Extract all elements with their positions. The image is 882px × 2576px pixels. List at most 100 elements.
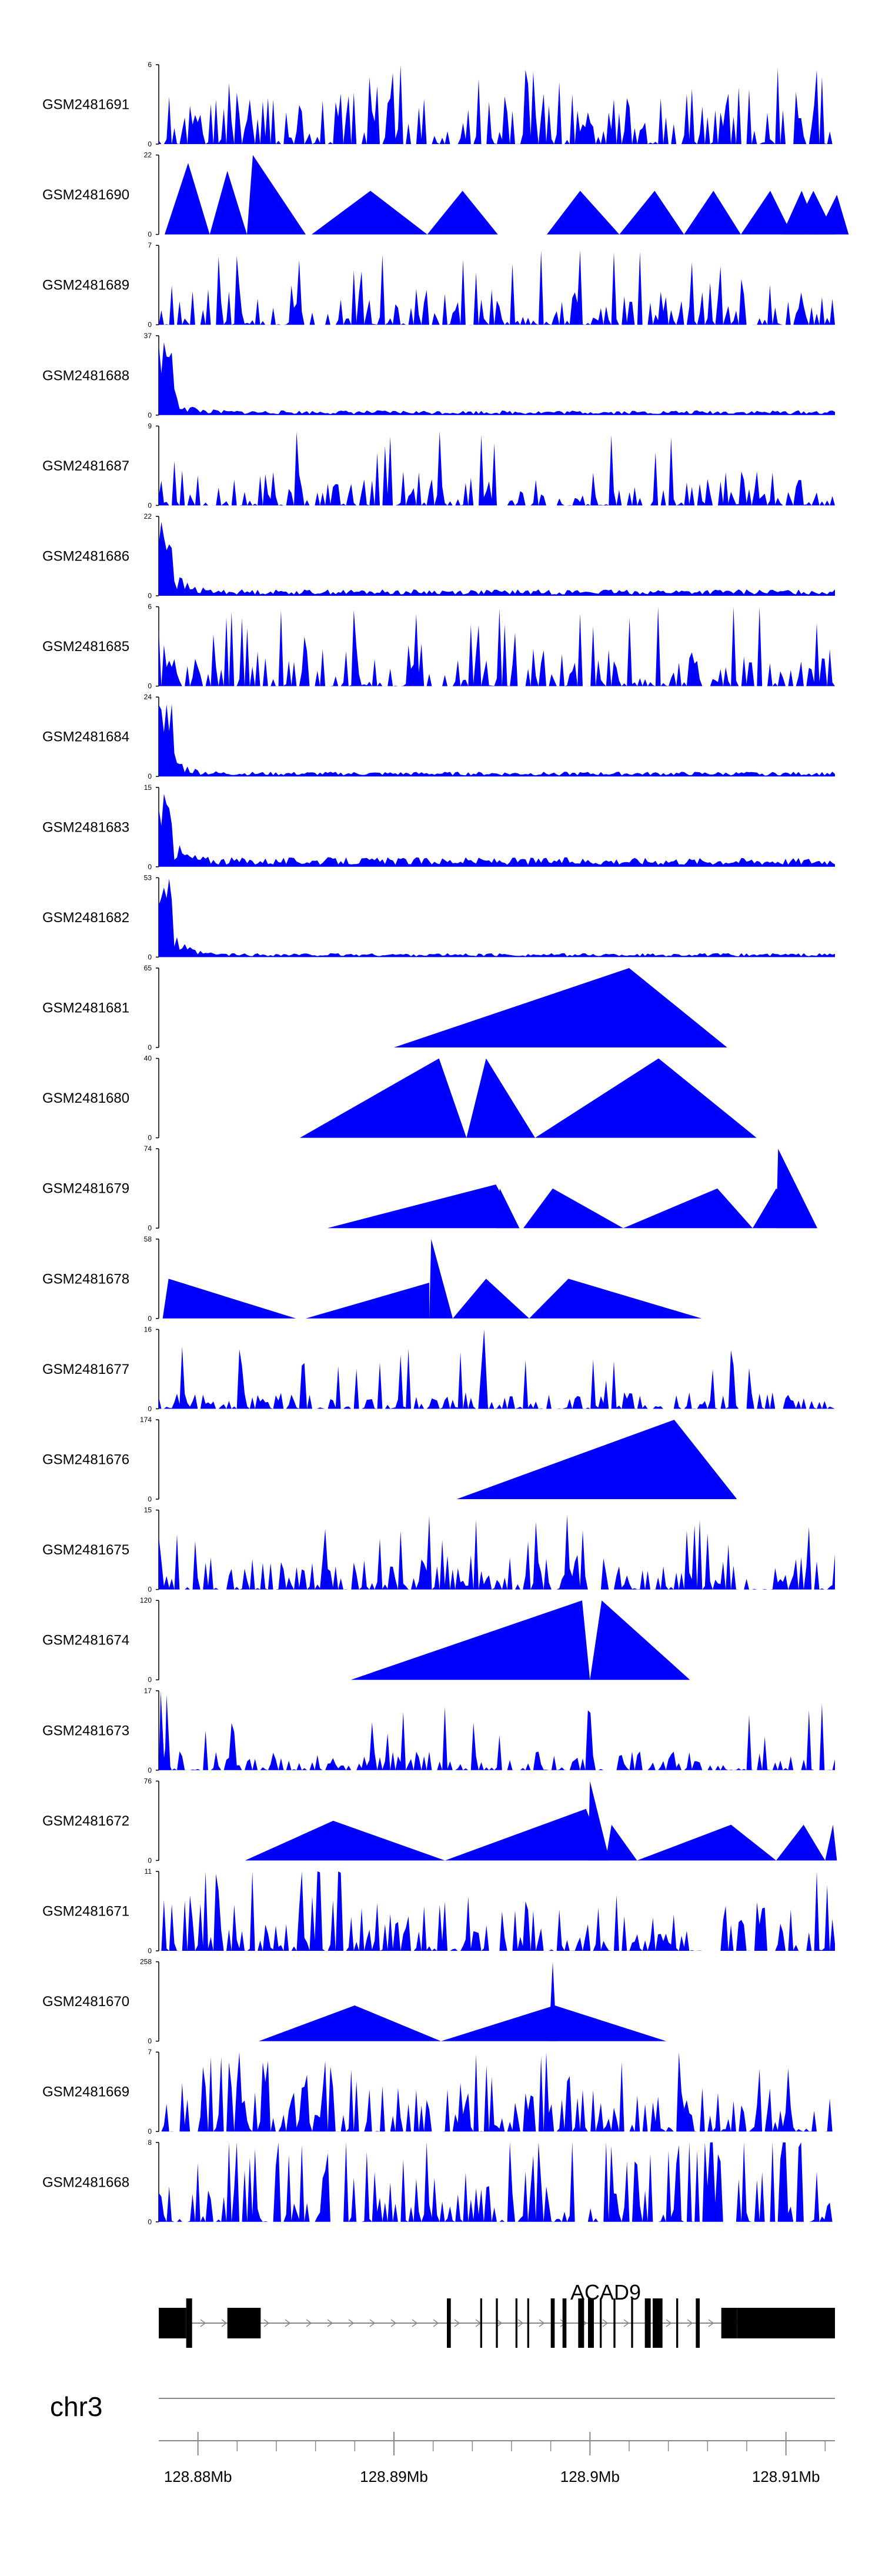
strand-arrow bbox=[539, 2319, 545, 2327]
exon bbox=[696, 2298, 700, 2348]
strand-arrow bbox=[496, 2319, 503, 2327]
coverage-peak bbox=[782, 191, 820, 235]
coverage-peak bbox=[429, 1239, 453, 1319]
coverage-peak bbox=[590, 1600, 690, 1680]
axis-tick-label: 128.88Mb bbox=[164, 2468, 232, 2485]
y-zero-label: 0 bbox=[148, 501, 152, 509]
track-label: GSM2481676 bbox=[42, 1452, 129, 1468]
y-max-label: 37 bbox=[144, 332, 152, 340]
y-max-label: 22 bbox=[144, 151, 152, 159]
exon bbox=[653, 2298, 663, 2348]
y-zero-label: 0 bbox=[148, 2218, 152, 2226]
strand-arrow bbox=[200, 2319, 206, 2327]
track-label: GSM2481679 bbox=[42, 1181, 129, 1197]
exon bbox=[159, 2308, 186, 2338]
y-max-label: 15 bbox=[144, 783, 152, 792]
track-GSM2481688: GSM2481688 37 0 bbox=[42, 332, 835, 419]
y-max-label: 76 bbox=[144, 1777, 152, 1785]
exon bbox=[600, 2298, 602, 2348]
coverage-peak bbox=[427, 191, 498, 235]
y-max-label: 120 bbox=[140, 1596, 152, 1604]
y-max-label: 40 bbox=[144, 1055, 152, 1063]
coverage-peak bbox=[684, 191, 741, 235]
y-max-label: 11 bbox=[145, 1867, 152, 1876]
coverage-peak bbox=[466, 1058, 535, 1138]
y-max-label: 74 bbox=[144, 1144, 152, 1153]
exon bbox=[782, 2308, 835, 2338]
strand-arrow bbox=[348, 2319, 355, 2327]
exon bbox=[480, 2298, 482, 2348]
axis-tick-label: 128.89Mb bbox=[360, 2468, 428, 2485]
y-max-label: 58 bbox=[144, 1235, 152, 1243]
coverage-peak bbox=[549, 1961, 557, 2041]
track-label: GSM2481668 bbox=[42, 2174, 129, 2190]
track-GSM2481680: GSM2481680 40 0 bbox=[42, 1055, 757, 1142]
strand-arrow bbox=[263, 2319, 270, 2327]
track-label: GSM2481678 bbox=[42, 1271, 129, 1287]
coverage-peak bbox=[162, 1279, 296, 1319]
exon bbox=[227, 2308, 261, 2338]
track-GSM2481675: GSM2481675 15 0 bbox=[42, 1506, 835, 1594]
coverage-peak bbox=[776, 1824, 826, 1861]
track-GSM2481677: GSM2481677 16 0 bbox=[42, 1325, 835, 1413]
y-max-label: 258 bbox=[140, 1958, 152, 1966]
y-max-label: 9 bbox=[148, 422, 152, 430]
y-zero-label: 0 bbox=[148, 1947, 152, 1955]
strand-arrow bbox=[454, 2319, 460, 2327]
coverage-peak bbox=[741, 191, 792, 235]
coverage-profile bbox=[159, 1346, 835, 1409]
coverage-profile bbox=[159, 250, 835, 325]
coverage-peak bbox=[456, 1420, 737, 1499]
coverage-peak bbox=[259, 2005, 441, 2041]
y-zero-label: 0 bbox=[148, 321, 152, 329]
coverage-peak bbox=[445, 1808, 606, 1861]
y-max-label: 22 bbox=[144, 512, 152, 520]
track-GSM2481683: GSM2481683 15 0 bbox=[42, 783, 835, 871]
strand-arrow bbox=[666, 2319, 672, 2327]
y-max-label: 53 bbox=[144, 873, 152, 882]
track-GSM2481691: GSM2481691 6 0 bbox=[42, 61, 835, 148]
track-label: GSM2481681 bbox=[42, 1000, 129, 1016]
coverage-peak bbox=[478, 1329, 488, 1409]
y-zero-label: 0 bbox=[148, 1766, 152, 1774]
tracks-container: GSM248169160GSM2481690220GSM248168970GSM… bbox=[42, 61, 849, 2226]
strand-arrow bbox=[602, 2319, 609, 2327]
strand-arrow bbox=[327, 2319, 333, 2327]
coverage-peak bbox=[306, 1283, 429, 1319]
y-zero-label: 0 bbox=[148, 682, 152, 690]
coverage-peak bbox=[350, 1600, 590, 1680]
y-zero-label: 0 bbox=[148, 863, 152, 871]
y-zero-label: 0 bbox=[148, 1404, 152, 1413]
track-GSM2481689: GSM2481689 7 0 bbox=[42, 241, 835, 329]
coverage-profile bbox=[159, 1871, 835, 1951]
track-label: GSM2481688 bbox=[42, 368, 129, 383]
strand-arrow bbox=[517, 2319, 524, 2327]
chromosome-track: chr3 bbox=[50, 2391, 835, 2422]
coverage-peak bbox=[619, 191, 684, 235]
track-GSM2481676: GSM2481676 174 0 bbox=[42, 1416, 737, 1503]
coverage-peak bbox=[523, 1188, 623, 1229]
exon bbox=[447, 2298, 451, 2348]
y-max-label: 7 bbox=[148, 241, 152, 249]
track-label: GSM2481671 bbox=[42, 1904, 129, 1920]
strand-arrow bbox=[623, 2319, 630, 2327]
track-label: GSM2481686 bbox=[42, 549, 129, 565]
strand-arrow bbox=[687, 2319, 693, 2327]
y-zero-label: 0 bbox=[148, 2037, 152, 2046]
y-zero-label: 0 bbox=[148, 1495, 152, 1503]
coverage-peak bbox=[496, 1188, 520, 1229]
strand-arrow bbox=[221, 2319, 228, 2327]
track-GSM2481674: GSM2481674 120 0 bbox=[42, 1596, 690, 1684]
y-zero-label: 0 bbox=[148, 1314, 152, 1323]
coverage-peak bbox=[209, 171, 247, 235]
track-GSM2481670: GSM2481670 258 0 bbox=[42, 1958, 667, 2046]
track-label: GSM2481687 bbox=[42, 458, 129, 474]
track-label: GSM2481673 bbox=[42, 1723, 129, 1739]
coverage-peak bbox=[547, 191, 620, 235]
track-GSM2481672: GSM2481672 76 0 bbox=[42, 1777, 837, 1864]
coverage-profile bbox=[159, 879, 835, 957]
axis-tick-label: 128.9Mb bbox=[560, 2468, 620, 2485]
coverage-peak bbox=[247, 155, 306, 235]
track-label: GSM2481682 bbox=[42, 910, 129, 926]
track-label: GSM2481684 bbox=[42, 729, 129, 745]
